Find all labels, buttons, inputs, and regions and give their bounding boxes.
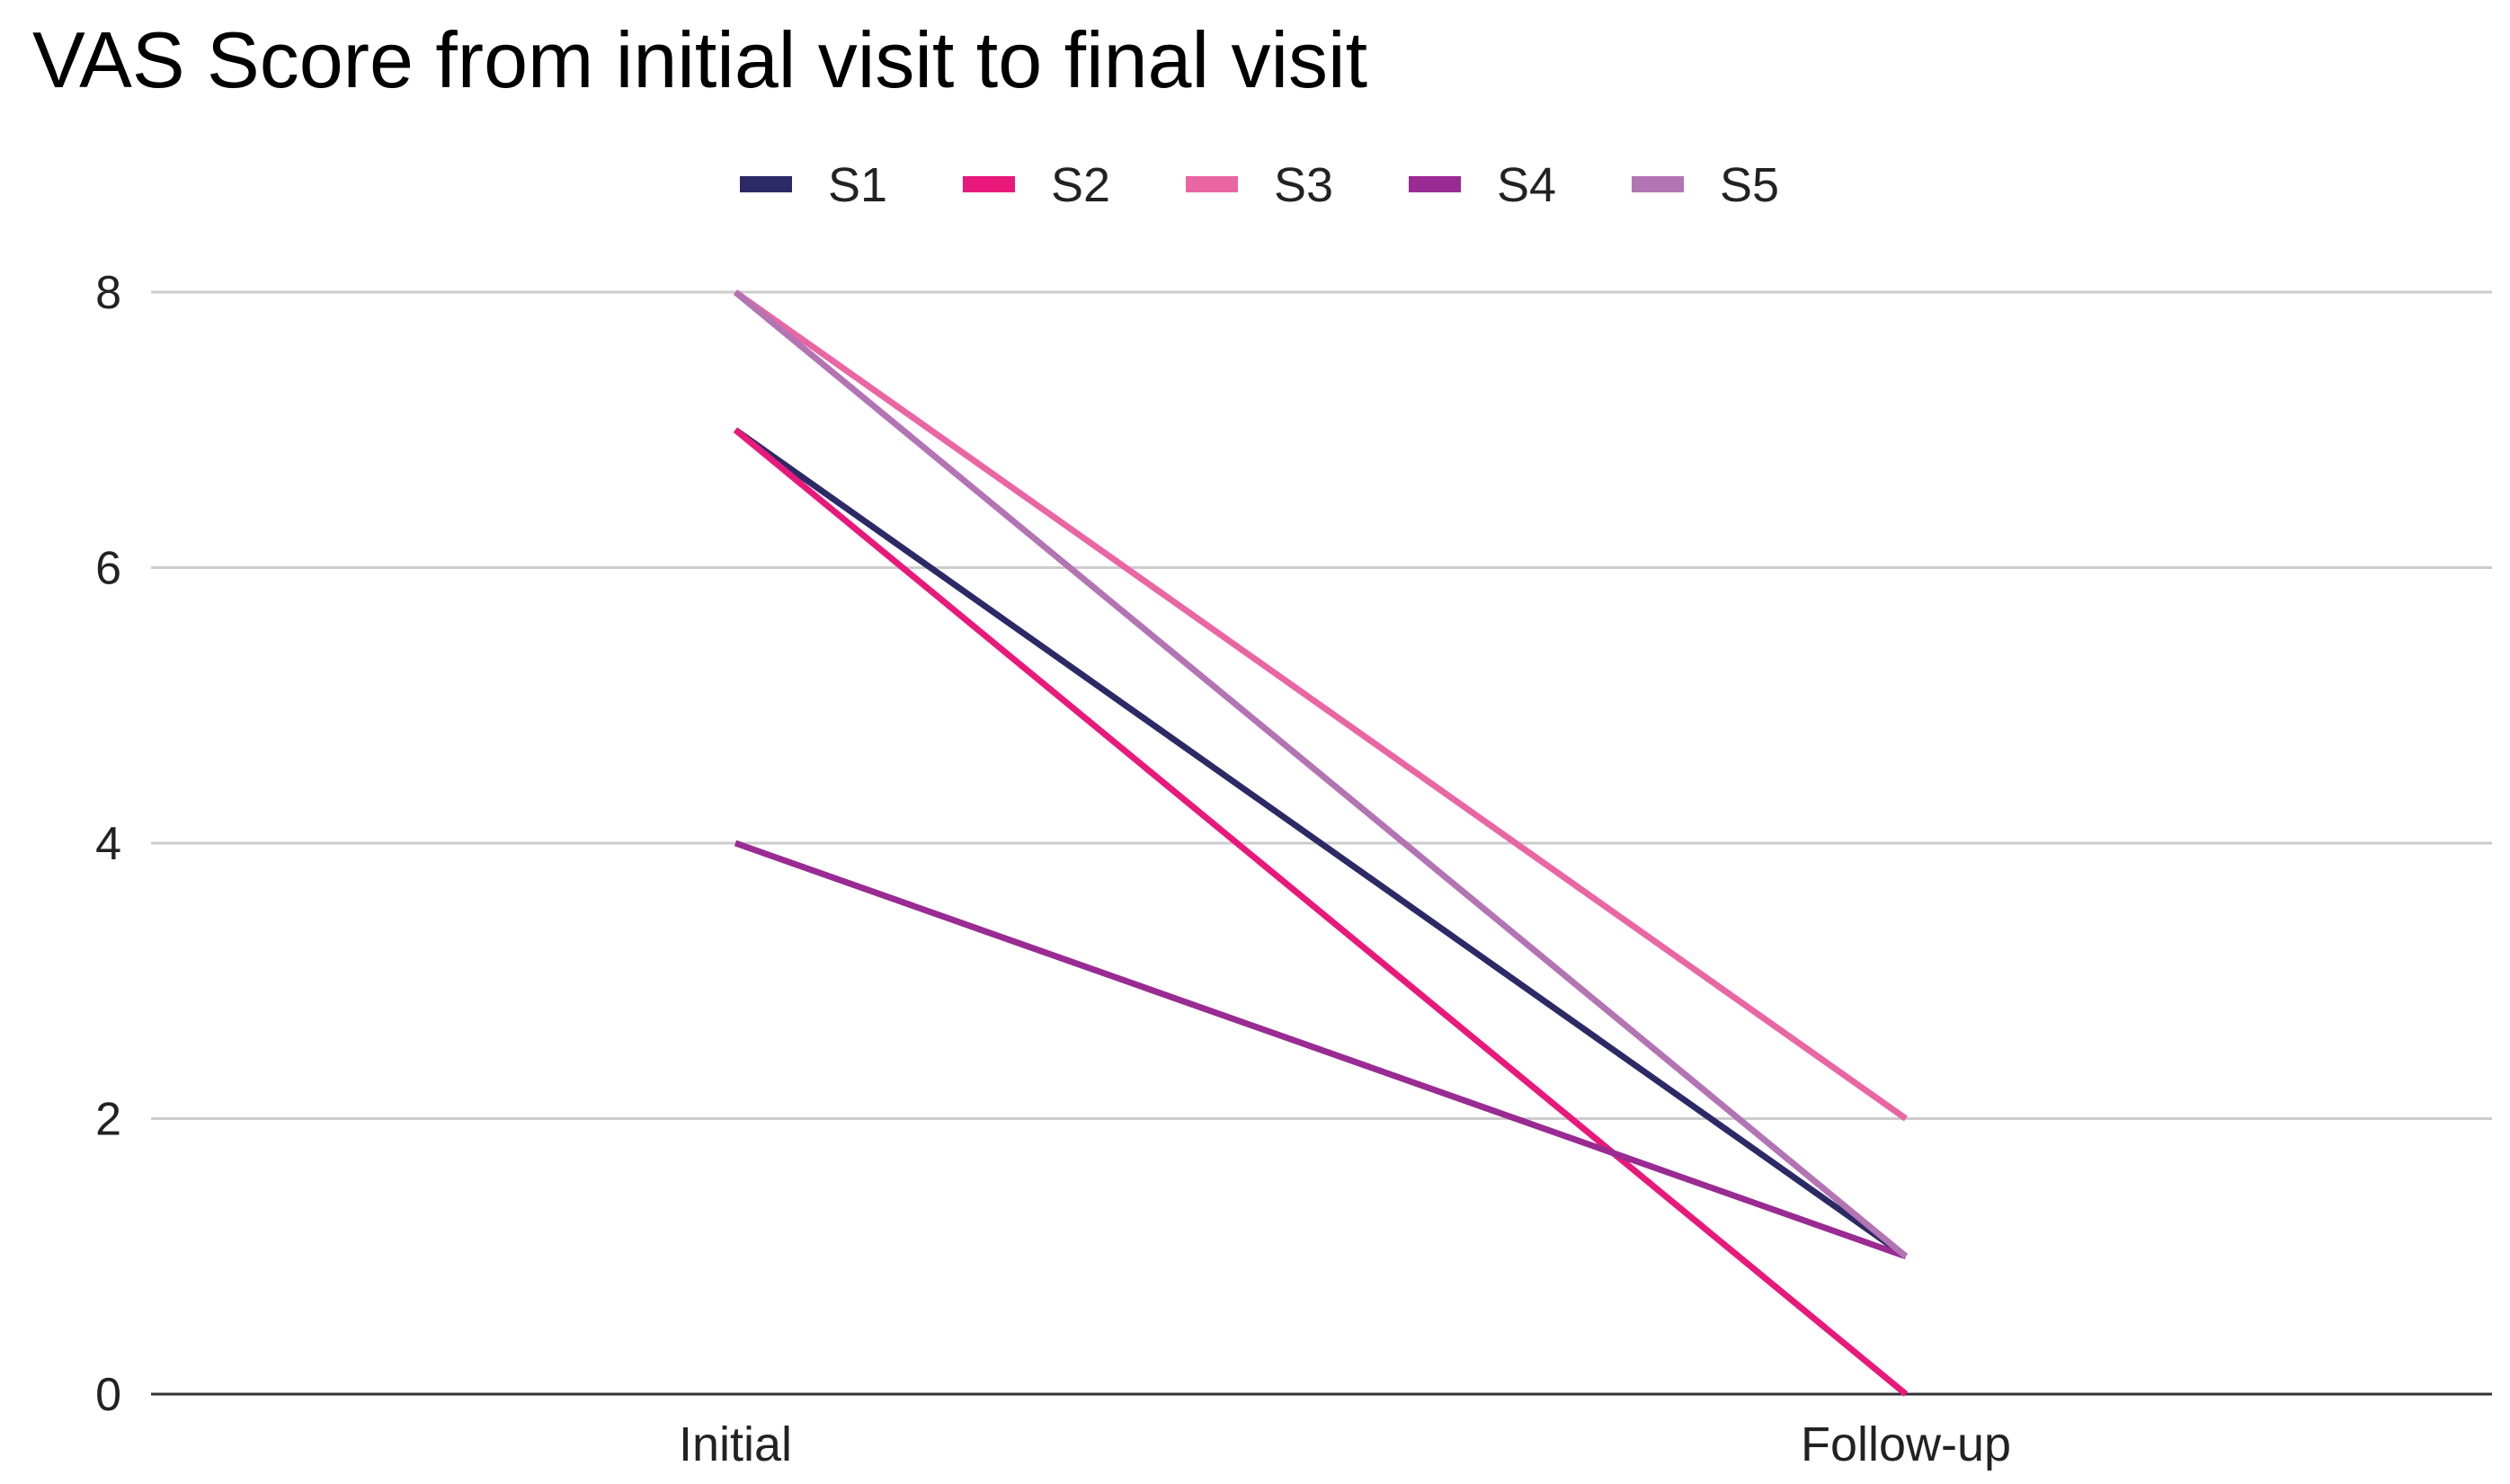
- x-tick-label: Initial: [679, 1417, 792, 1471]
- legend-swatch-s1: [740, 176, 792, 192]
- x-axis: Initial Follow-up: [679, 1417, 2011, 1471]
- series-line-s1: [733, 427, 1909, 1259]
- y-tick-label: 8: [95, 267, 121, 319]
- legend-label-s3: S3: [1274, 158, 1333, 212]
- legend-swatch-s4: [1409, 176, 1461, 192]
- series-line-s2: [733, 427, 1909, 1397]
- series-lines: [733, 289, 1909, 1397]
- legend-label-s5: S5: [1720, 158, 1779, 212]
- legend-swatch-s5: [1632, 176, 1684, 192]
- legend-label-s2: S2: [1051, 158, 1110, 212]
- legend-label-s1: S1: [828, 158, 887, 212]
- series-line-s3: [733, 289, 1909, 1122]
- series-line-s4: [734, 840, 1908, 1260]
- y-tick-label: 0: [95, 1369, 121, 1421]
- legend-label-s4: S4: [1497, 158, 1556, 212]
- x-tick-label: Follow-up: [1801, 1417, 2011, 1471]
- y-tick-label: 2: [95, 1094, 121, 1146]
- legend-swatch-s3: [1186, 176, 1238, 192]
- series-line-s5: [733, 289, 1909, 1259]
- y-axis-tick-labels: 0 2 4 6 8: [95, 267, 121, 1421]
- y-tick-label: 6: [95, 543, 121, 595]
- y-tick-label: 4: [95, 818, 121, 870]
- legend-swatch-s2: [963, 176, 1015, 192]
- legend: S1 S2 S3 S4 S5: [740, 158, 1779, 212]
- chart-title: VAS Score from initial visit to final vi…: [32, 15, 1368, 104]
